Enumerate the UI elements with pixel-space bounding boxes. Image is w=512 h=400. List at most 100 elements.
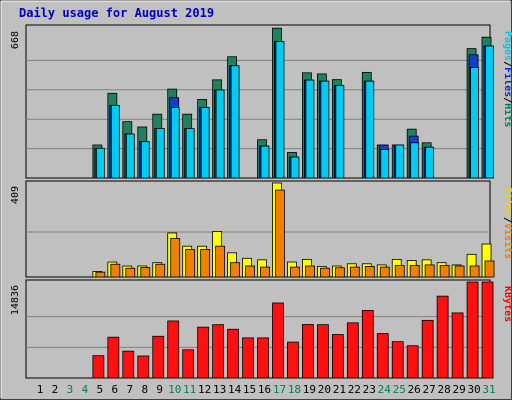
- panel-middle: 409 Sites/Visits: [10, 180, 512, 278]
- bar-pages-day-27: [425, 146, 435, 179]
- bar-pages-day-31: [485, 45, 494, 179]
- y-max-label: 668: [10, 31, 21, 49]
- bar-kbytes-day-31: [481, 281, 494, 379]
- x-tick-label: 12: [198, 383, 211, 396]
- legend-label: KBytes: [502, 286, 512, 322]
- bar-kbytes-day-26: [406, 345, 419, 379]
- bar-pages-day-10: [170, 107, 180, 179]
- legend-label: Visits: [502, 223, 512, 259]
- bar-pages-day-12: [200, 107, 210, 179]
- y-max-label: 409: [10, 186, 21, 204]
- bar-sites-day-24: [379, 266, 390, 278]
- legend-label: /: [502, 61, 512, 67]
- bar-sites-day-7: [125, 267, 136, 278]
- x-tick-label: 13: [213, 383, 226, 396]
- bar-sites-day-31: [484, 260, 495, 278]
- bar-pages-day-19: [305, 79, 315, 179]
- bar-sites-day-21: [334, 267, 345, 278]
- bar-kbytes-day-16: [257, 337, 269, 379]
- x-tick-label: 22: [348, 383, 361, 396]
- x-tick-label: 28: [438, 383, 451, 396]
- bar-sites-day-15: [245, 265, 255, 278]
- x-tick-label: 19: [303, 383, 316, 396]
- panel-top: 668 Pages/Files/Hits: [10, 24, 512, 179]
- x-tick-label: 21: [333, 383, 346, 396]
- bar-sites-day-27: [424, 264, 435, 278]
- bar-pages-day-16: [260, 145, 270, 179]
- x-tick-label: 29: [452, 383, 465, 396]
- bar-kbytes-day-17: [272, 302, 284, 379]
- bar-pages-day-21: [335, 85, 345, 179]
- bar-pages-day-11: [185, 128, 195, 179]
- x-tick-label: 26: [408, 383, 421, 396]
- x-tick-label: 25: [393, 383, 406, 396]
- legend-label: /: [502, 97, 512, 103]
- x-tick-label: 20: [318, 383, 331, 396]
- x-tick-label: 6: [112, 383, 119, 396]
- bar-sites-day-16: [260, 266, 270, 278]
- bar-kbytes-day-11: [182, 349, 195, 379]
- bar-kbytes-day-30: [466, 281, 479, 379]
- x-tick-label: 27: [423, 383, 436, 396]
- bar-kbytes-day-10: [167, 320, 180, 379]
- bar-sites-day-10: [170, 238, 181, 278]
- bar-pages-day-26: [410, 142, 420, 179]
- bar-kbytes-day-27: [421, 319, 434, 379]
- x-tick-label: 15: [243, 383, 256, 396]
- x-tick-label: 3: [67, 383, 74, 396]
- y-max-label: 14836: [10, 285, 21, 315]
- bar-kbytes-day-13: [212, 324, 225, 379]
- bar-pages-day-6: [110, 104, 120, 179]
- x-tick-label: 8: [141, 383, 148, 396]
- x-tick-label: 11: [183, 383, 196, 396]
- bar-sites-day-18: [290, 266, 300, 278]
- bar-pages-day-25: [395, 144, 405, 179]
- bar-pages-day-30: [470, 67, 479, 179]
- bar-pages-day-14: [230, 65, 240, 179]
- x-tick-label: 23: [363, 383, 376, 396]
- x-tick-label: 18: [288, 383, 301, 396]
- bar-sites-day-29: [454, 265, 465, 278]
- x-tick-label: 7: [126, 383, 133, 396]
- bar-sites-day-5: [95, 271, 106, 278]
- chart-title: Daily usage for August 2019: [19, 6, 214, 20]
- x-tick-label: 17: [273, 383, 286, 396]
- x-tick-label: 30: [467, 383, 480, 396]
- bar-pages-day-18: [290, 156, 300, 179]
- bar-kbytes-day-22: [346, 322, 359, 379]
- bar-kbytes-day-19: [302, 324, 314, 379]
- x-tick-label: 14: [228, 383, 242, 396]
- x-tick-label: 1: [37, 383, 44, 396]
- legend-label: Hits: [502, 103, 512, 127]
- bar-sites-day-28: [439, 265, 450, 278]
- x-tick-label: 31: [482, 383, 495, 396]
- series-kbytes: [92, 281, 494, 379]
- bar-kbytes-day-23: [361, 310, 374, 379]
- bar-sites-day-25: [394, 265, 405, 278]
- legend-label: Pages: [502, 31, 512, 61]
- bar-pages-day-8: [140, 141, 150, 179]
- x-tick-label: 16: [258, 383, 271, 396]
- bar-kbytes-day-21: [331, 334, 344, 379]
- bar-sites-day-8: [140, 267, 151, 278]
- bar-pages-day-5: [95, 147, 105, 179]
- bar-pages-day-13: [215, 89, 225, 179]
- bar-kbytes-day-29: [451, 312, 464, 379]
- bar-kbytes-day-12: [197, 326, 210, 379]
- bar-sites-day-22: [349, 266, 360, 278]
- series-pages: [95, 41, 494, 179]
- bar-sites-day-6: [110, 263, 121, 278]
- bar-kbytes-day-6: [107, 336, 120, 379]
- bar-pages-day-24: [380, 148, 390, 179]
- bar-sites-day-17: [275, 189, 285, 278]
- bar-sites-day-12: [200, 249, 211, 278]
- x-axis: 1 2 3 4 5 6 7 8 9 10 11 12 13 14 15 16 17 18 19 20 21 22 23 24 2…: [37, 383, 496, 396]
- bar-kbytes-day-14: [227, 328, 239, 379]
- bar-kbytes-day-15: [242, 337, 254, 379]
- legend-label: Sites: [502, 187, 512, 217]
- series-legend: KBytes: [502, 286, 512, 322]
- bar-pages-day-20: [320, 80, 330, 179]
- bar-sites-day-20: [319, 267, 330, 278]
